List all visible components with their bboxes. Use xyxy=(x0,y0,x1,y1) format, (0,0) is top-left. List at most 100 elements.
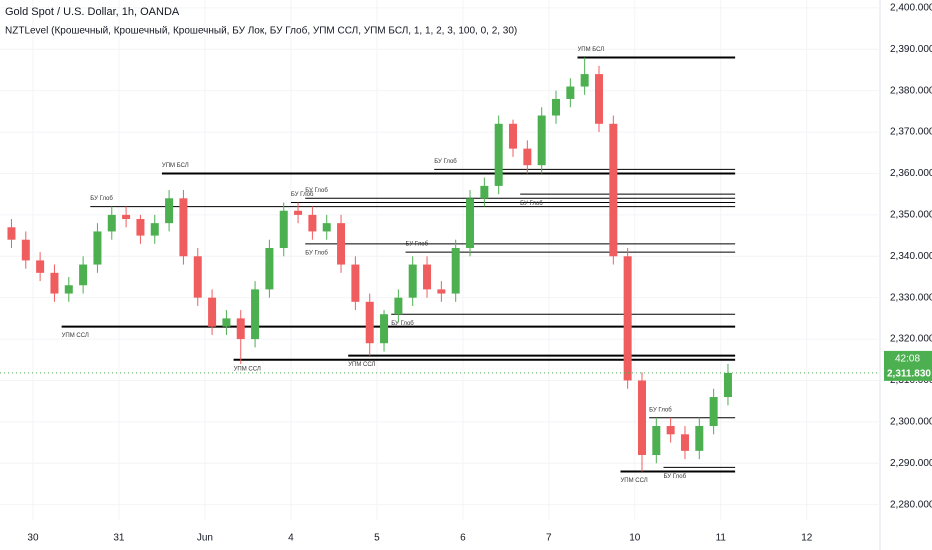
y-tick-label: 2,360.000 xyxy=(890,168,932,179)
candle-body xyxy=(222,318,231,327)
chart-title: Gold Spot / U.S. Dollar, 1h, OANDA xyxy=(5,6,180,18)
candle-body xyxy=(122,214,131,220)
candle-body xyxy=(580,74,589,87)
candle-body xyxy=(36,260,45,273)
x-tick-label: 4 xyxy=(288,533,294,544)
level-label: БУ Глоб xyxy=(663,474,686,480)
candle-body xyxy=(466,198,475,248)
last-price-label: 2,311.830 xyxy=(887,369,931,380)
level-label: УПМ БСЛ xyxy=(162,163,189,169)
candle-body xyxy=(423,264,432,290)
candle-body xyxy=(136,219,145,236)
candle-body xyxy=(179,198,188,257)
level-label: БУ Глоб xyxy=(406,242,429,248)
y-tick-label: 2,320.000 xyxy=(890,334,932,345)
candle-body xyxy=(322,223,331,232)
candle-body xyxy=(709,397,718,427)
candle-body xyxy=(251,289,260,340)
y-tick-label: 2,380.000 xyxy=(890,85,932,96)
x-tick-label: 12 xyxy=(801,533,813,544)
x-tick-label: 6 xyxy=(460,533,466,544)
x-tick-label: Jun xyxy=(197,533,213,544)
candle-body xyxy=(408,264,417,298)
candle-body xyxy=(537,115,546,166)
level-label: УПМ ССЛ xyxy=(234,366,261,372)
candle-body xyxy=(294,210,303,215)
candle-body xyxy=(380,314,389,344)
y-tick-label: 2,350.000 xyxy=(890,210,932,221)
level-label: БУ Глоб xyxy=(305,188,328,194)
candle-body xyxy=(308,214,317,232)
candle-body xyxy=(337,223,346,265)
x-tick-label: 31 xyxy=(113,533,125,544)
countdown: 42:08 xyxy=(895,354,920,365)
x-tick-label: 30 xyxy=(27,533,39,544)
level-label: БУ Глоб xyxy=(391,321,414,327)
level-label: УПМ ССЛ xyxy=(620,478,647,484)
candle-body xyxy=(695,426,704,451)
candle-body xyxy=(236,318,245,340)
y-tick-label: 2,290.000 xyxy=(890,458,932,469)
level-label: БУ Глоб xyxy=(649,407,672,413)
candle-body xyxy=(365,301,374,344)
candle-body xyxy=(107,214,116,232)
x-tick-label: 7 xyxy=(546,533,552,544)
y-tick-label: 2,330.000 xyxy=(890,292,932,303)
candle-body xyxy=(50,272,59,294)
level-label: БУ Глоб xyxy=(291,192,314,198)
candle-body xyxy=(265,247,274,290)
candle-body xyxy=(451,247,460,294)
candle-body xyxy=(279,210,288,248)
candle-body xyxy=(165,198,174,224)
candle-body xyxy=(623,256,632,381)
candles xyxy=(7,57,732,472)
candle-body xyxy=(193,256,202,298)
y-tick-label: 2,370.000 xyxy=(890,127,932,138)
candle-body xyxy=(208,297,217,327)
candle-body xyxy=(437,289,446,294)
y-tick-label: 2,400.000 xyxy=(890,3,932,14)
y-tick-label: 2,280.000 xyxy=(890,499,932,510)
candle-body xyxy=(64,285,73,294)
level-label: УПМ ССЛ xyxy=(348,362,375,368)
candle-body xyxy=(523,148,532,166)
candle-body xyxy=(150,223,159,236)
candle-body xyxy=(637,380,646,455)
candle-body xyxy=(723,372,732,398)
candle-body xyxy=(494,123,503,186)
candle-body xyxy=(480,185,489,199)
candle-body xyxy=(666,426,675,435)
candle-body xyxy=(509,123,518,149)
candle-body xyxy=(566,86,575,99)
y-tick-label: 2,340.000 xyxy=(890,251,932,262)
candle-body xyxy=(609,123,618,257)
y-tick-label: 2,390.000 xyxy=(890,44,932,55)
x-tick-label: 5 xyxy=(374,533,380,544)
axes: 2,280.0002,290.0002,300.0002,310.0002,32… xyxy=(0,3,932,544)
candle-body xyxy=(594,74,603,124)
level-label: УПМ БСЛ xyxy=(578,47,605,53)
candle-body xyxy=(351,264,360,302)
level-label: БУ Глоб xyxy=(520,201,543,207)
grid xyxy=(0,0,880,520)
level-label: БУ Глоб xyxy=(305,250,328,256)
indicator-label: NZTLevel (Крошечный, Крошечный, Крошечны… xyxy=(5,25,517,37)
candle-body xyxy=(21,239,30,261)
x-tick-label: 10 xyxy=(629,533,641,544)
y-tick-label: 2,300.000 xyxy=(890,417,932,428)
candle-body xyxy=(552,98,561,116)
candle-body xyxy=(680,434,689,451)
level-label: БУ Глоб xyxy=(434,159,457,165)
x-tick-label: 11 xyxy=(716,533,727,544)
level-label: УПМ ССЛ xyxy=(62,333,89,339)
candle-body xyxy=(79,264,88,286)
level-label: БУ Глоб xyxy=(90,196,113,202)
candle-body xyxy=(394,297,403,315)
price-box xyxy=(884,350,932,381)
candle-body xyxy=(7,227,16,240)
candle-body xyxy=(93,231,102,265)
